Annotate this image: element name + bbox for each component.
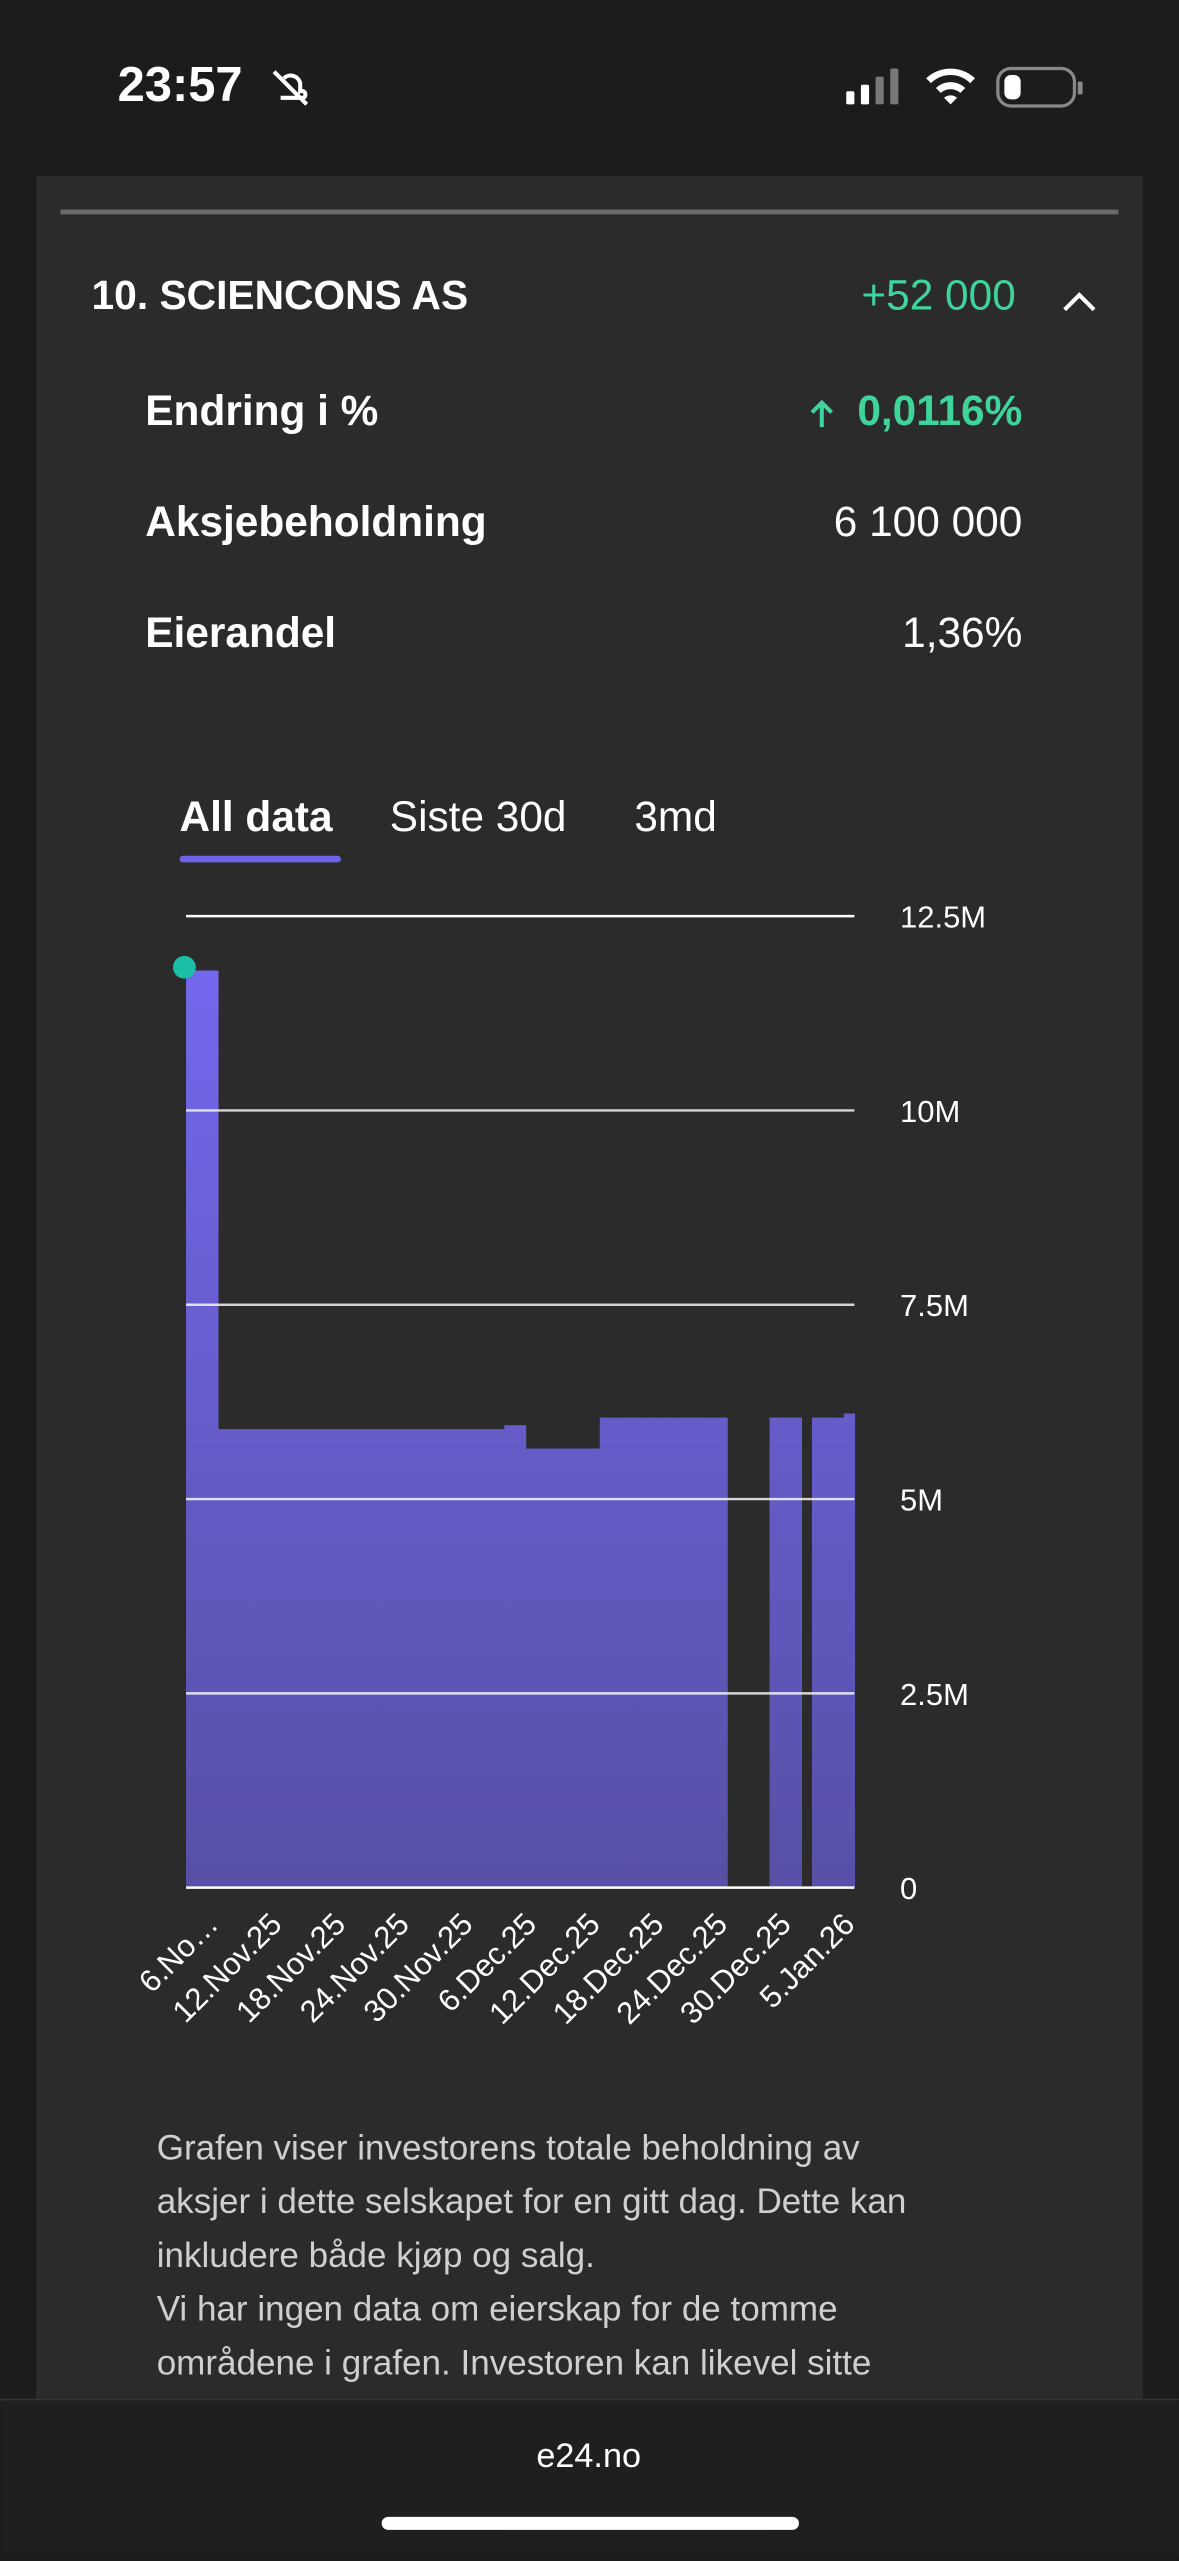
- bar: [514, 1425, 527, 1888]
- bar: [387, 1429, 399, 1888]
- bar: [292, 1429, 304, 1888]
- status-icons: [272, 66, 1083, 108]
- bar: [355, 1429, 368, 1888]
- bar: [578, 1448, 590, 1888]
- browser-bar: [0, 2399, 1179, 2556]
- url[interactable]: e24.no: [536, 2437, 641, 2475]
- bar: [705, 1417, 718, 1888]
- bar: [663, 1417, 675, 1888]
- hover-dot: [173, 955, 196, 979]
- tab[interactable]: Siste 30d: [390, 793, 567, 840]
- note-line: områdene i grafen. Investoren kan likeve…: [157, 2344, 872, 2383]
- bar: [440, 1429, 452, 1888]
- bar: [451, 1429, 463, 1888]
- tab[interactable]: 3md: [634, 793, 716, 840]
- bar: [493, 1429, 505, 1888]
- bar: [366, 1429, 378, 1888]
- tab-active[interactable]: All data: [180, 793, 333, 840]
- row-value: 6 100 000: [834, 498, 1023, 545]
- bar: [408, 1429, 421, 1888]
- y-tick-label: 12.5M: [900, 900, 986, 935]
- bar: [270, 1429, 283, 1888]
- bar: [345, 1429, 357, 1888]
- bar: [472, 1429, 484, 1888]
- bar: [217, 1429, 230, 1888]
- bar: [716, 1417, 728, 1888]
- bar: [684, 1417, 696, 1888]
- home-indicator: [381, 2516, 799, 2530]
- y-tick-label: 7.5M: [900, 1288, 969, 1323]
- bar: [461, 1429, 474, 1888]
- bar: [302, 1429, 315, 1888]
- note-line: inkludere både kjøp og salg.: [157, 2236, 595, 2275]
- bar: [207, 970, 219, 1888]
- bar: [769, 1417, 781, 1888]
- tab-underline: [179, 855, 341, 863]
- bar: [822, 1417, 834, 1888]
- bar: [525, 1448, 537, 1888]
- bar: [196, 970, 208, 1888]
- bar: [833, 1417, 845, 1888]
- bar: [674, 1417, 686, 1888]
- bar: [260, 1429, 272, 1888]
- card: [36, 176, 1143, 2400]
- bar: [652, 1417, 665, 1888]
- collapse-icon[interactable]: [1063, 292, 1096, 312]
- bar: [599, 1417, 612, 1888]
- status-time: 23:57: [118, 58, 243, 112]
- y-tick-label: 10M: [900, 1094, 960, 1129]
- bar: [228, 1429, 240, 1888]
- bar: [567, 1448, 580, 1888]
- row-label: Aksjebeholdning: [145, 498, 486, 545]
- bar: [281, 1429, 293, 1888]
- y-tick-label: 5M: [900, 1482, 943, 1517]
- bar: [790, 1417, 803, 1888]
- bar: [843, 1413, 856, 1888]
- bar: [430, 1429, 442, 1888]
- bar: [557, 1448, 569, 1888]
- bar: [323, 1429, 336, 1888]
- row-label: Endring i %: [145, 387, 378, 434]
- bar: [589, 1448, 601, 1888]
- bar: [334, 1429, 346, 1888]
- bar: [313, 1429, 325, 1888]
- row-value: 0,0116%: [857, 387, 1022, 434]
- bar: [249, 1429, 261, 1888]
- bar: [621, 1417, 633, 1888]
- up-arrow: [810, 399, 834, 428]
- bar: [504, 1425, 516, 1888]
- holder-title[interactable]: 10. SCIENCONS AS: [92, 272, 469, 318]
- holder-change: +52 000: [861, 271, 1015, 318]
- bar: [631, 1417, 643, 1888]
- bar: [642, 1417, 654, 1888]
- bar: [186, 970, 198, 1888]
- note-line: Grafen viser investorens totale beholdni…: [157, 2128, 860, 2167]
- chart: 02.5M5M7.5M10M12.5M6.No…12.Nov.2518.Nov.…: [132, 900, 986, 2031]
- note-line: Vi har ingen data om eierskap for de tom…: [157, 2290, 838, 2329]
- row-value: 1,36%: [902, 609, 1022, 656]
- bar: [239, 1429, 251, 1888]
- y-tick-label: 0: [900, 1871, 917, 1906]
- y-tick-label: 2.5M: [900, 1677, 969, 1712]
- row-label: Eierandel: [145, 609, 336, 656]
- note-line: aksjer i dette selskapet for en gitt dag…: [157, 2182, 907, 2221]
- bar: [398, 1429, 410, 1888]
- bar: [546, 1448, 559, 1888]
- bar: [419, 1429, 431, 1888]
- bar: [811, 1417, 824, 1888]
- bar: [780, 1417, 792, 1888]
- bar: [483, 1429, 495, 1888]
- bar: [536, 1448, 548, 1888]
- bar: [695, 1417, 707, 1888]
- bar: [610, 1417, 622, 1888]
- bar: [377, 1429, 389, 1888]
